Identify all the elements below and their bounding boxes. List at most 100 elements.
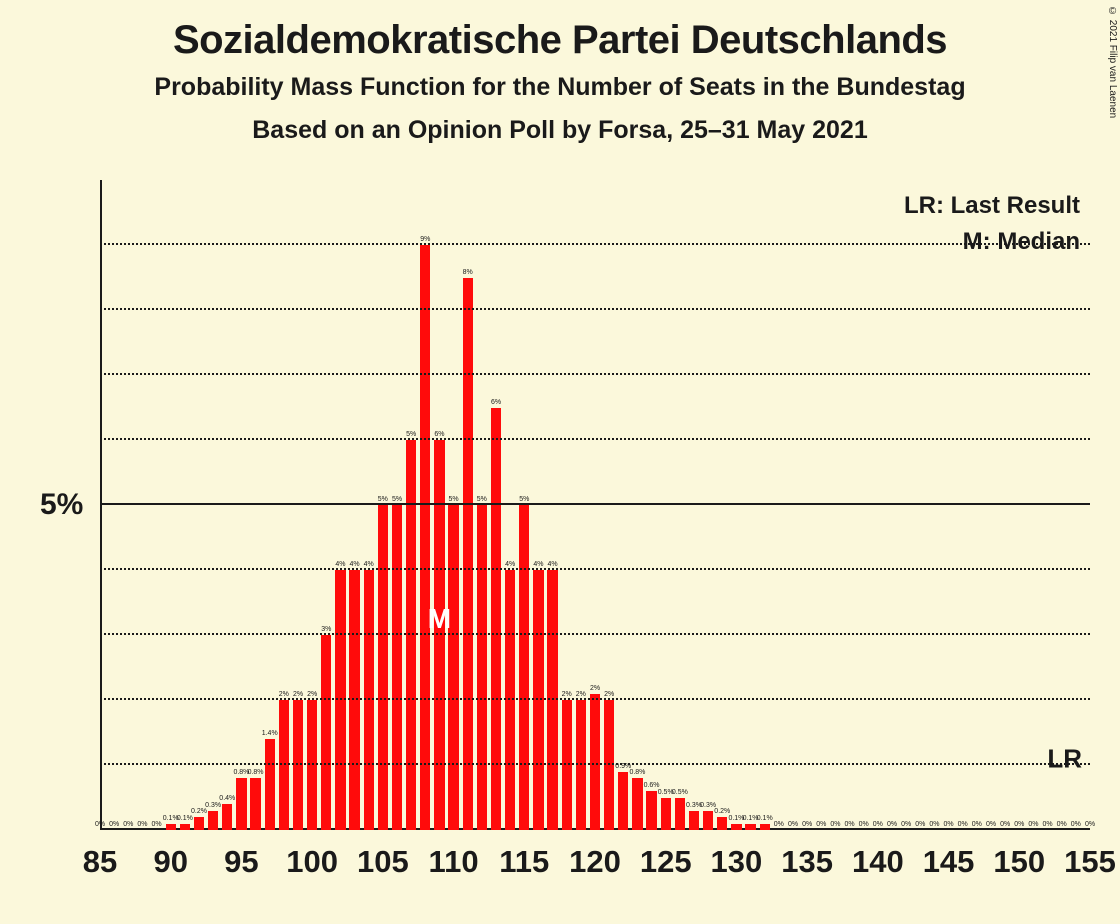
- bar-value-label: 9%: [420, 236, 430, 243]
- x-tick-label: 155: [1064, 844, 1116, 880]
- gridline: [100, 373, 1090, 375]
- bar: [349, 570, 359, 830]
- x-tick-label: 90: [153, 844, 187, 880]
- bar-value-label: 2%: [279, 691, 289, 698]
- x-tick-label: 135: [781, 844, 833, 880]
- bar: [448, 505, 458, 830]
- bar: [392, 505, 402, 830]
- bar-value-label: 0%: [788, 821, 798, 828]
- gridline: [100, 568, 1090, 570]
- bar: [562, 700, 572, 830]
- x-tick-label: 125: [640, 844, 692, 880]
- x-tick-label: 115: [499, 844, 549, 880]
- x-tick-label: 130: [711, 844, 763, 880]
- bar: [364, 570, 374, 830]
- bar-value-label: 0%: [802, 821, 812, 828]
- bar-value-label: 0.1%: [757, 815, 773, 822]
- bar-value-label: 6%: [434, 431, 444, 438]
- bar: [491, 408, 501, 831]
- copyright-text: © 2021 Filip van Laenen: [1107, 6, 1118, 118]
- x-tick-label: 105: [357, 844, 409, 880]
- bar: [265, 739, 275, 830]
- bar-value-label: 0%: [109, 821, 119, 828]
- bar: [250, 778, 260, 830]
- bar-value-label: 2%: [293, 691, 303, 698]
- bar: [236, 778, 246, 830]
- bar-value-label: 0.1%: [177, 815, 193, 822]
- bar: [463, 278, 473, 831]
- bar-value-label: 4%: [350, 561, 360, 568]
- bar-value-label: 0%: [958, 821, 968, 828]
- bar-value-label: 0.4%: [219, 795, 235, 802]
- bar: [717, 817, 727, 830]
- bar: [279, 700, 289, 830]
- x-tick-label: 150: [993, 844, 1045, 880]
- x-tick-label: 85: [83, 844, 117, 880]
- bar-value-label: 4%: [548, 561, 558, 568]
- chart-subtitle-1: Probability Mass Function for the Number…: [0, 73, 1120, 102]
- bar: [661, 798, 671, 831]
- last-result-marker: LR: [1047, 743, 1082, 774]
- bar-value-label: 0.2%: [191, 808, 207, 815]
- bar: [335, 570, 345, 830]
- bar-value-label: 0%: [123, 821, 133, 828]
- bar: [646, 791, 656, 830]
- bar-value-label: 0.5%: [672, 789, 688, 796]
- bar-value-label: 0%: [873, 821, 883, 828]
- bar: [590, 694, 600, 831]
- bar-value-label: 4%: [364, 561, 374, 568]
- bar-value-label: 5%: [519, 496, 529, 503]
- bar-value-label: 0%: [774, 821, 784, 828]
- bar: [703, 811, 713, 831]
- gridline: [100, 503, 1090, 505]
- bar-value-label: 0%: [859, 821, 869, 828]
- bar-value-label: 1.4%: [262, 730, 278, 737]
- bar: [675, 798, 685, 831]
- bar: [533, 570, 543, 830]
- x-axis-ticks: 8590951001051101151201251301351401451501…: [100, 830, 1090, 890]
- gridline: [100, 698, 1090, 700]
- bar-value-label: 2%: [307, 691, 317, 698]
- gridline: [100, 633, 1090, 635]
- bar-value-label: 5%: [392, 496, 402, 503]
- bar-value-label: 6%: [491, 399, 501, 406]
- chart-container: 5% LR: Last Result M: Median 0%0%0%0%0%0…: [40, 180, 1100, 900]
- bar: [378, 505, 388, 830]
- bar: [547, 570, 557, 830]
- title-block: Sozialdemokratische Partei Deutschlands …: [0, 0, 1120, 145]
- bar: [307, 700, 317, 830]
- bar-value-label: 4%: [335, 561, 345, 568]
- bar-value-label: 0%: [929, 821, 939, 828]
- bar-value-label: 2%: [604, 691, 614, 698]
- median-marker: M: [428, 603, 451, 635]
- bar-value-label: 4%: [505, 561, 515, 568]
- bar-value-label: 0.8%: [629, 769, 645, 776]
- bar-value-label: 0.8%: [248, 769, 264, 776]
- bars-group: 0%0%0%0%0%0.1%0.1%0.2%0.3%0.4%0.8%0.8%1.…: [100, 180, 1090, 830]
- bar: [632, 778, 642, 830]
- bar-value-label: 0%: [944, 821, 954, 828]
- bar: [222, 804, 232, 830]
- bar: [208, 811, 218, 831]
- x-tick-label: 120: [569, 844, 621, 880]
- bar: [576, 700, 586, 830]
- y-axis-label: 5%: [40, 488, 83, 522]
- bar-value-label: 0.3%: [205, 802, 221, 809]
- bar-value-label: 0%: [1000, 821, 1010, 828]
- plot-area: LR: Last Result M: Median 0%0%0%0%0%0.1%…: [100, 180, 1090, 830]
- bar: [293, 700, 303, 830]
- bar: [519, 505, 529, 830]
- gridline: [100, 308, 1090, 310]
- bar-value-label: 0%: [152, 821, 162, 828]
- bar-value-label: 0%: [95, 821, 105, 828]
- bar: [477, 505, 487, 830]
- bar: [321, 635, 331, 830]
- bar-value-label: 0%: [901, 821, 911, 828]
- bar-value-label: 5%: [406, 431, 416, 438]
- bar-value-label: 0%: [1028, 821, 1038, 828]
- bar-value-label: 0%: [1057, 821, 1067, 828]
- bar: [434, 440, 444, 830]
- bar: [618, 772, 628, 831]
- x-tick-label: 110: [429, 844, 479, 880]
- bar-value-label: 0%: [845, 821, 855, 828]
